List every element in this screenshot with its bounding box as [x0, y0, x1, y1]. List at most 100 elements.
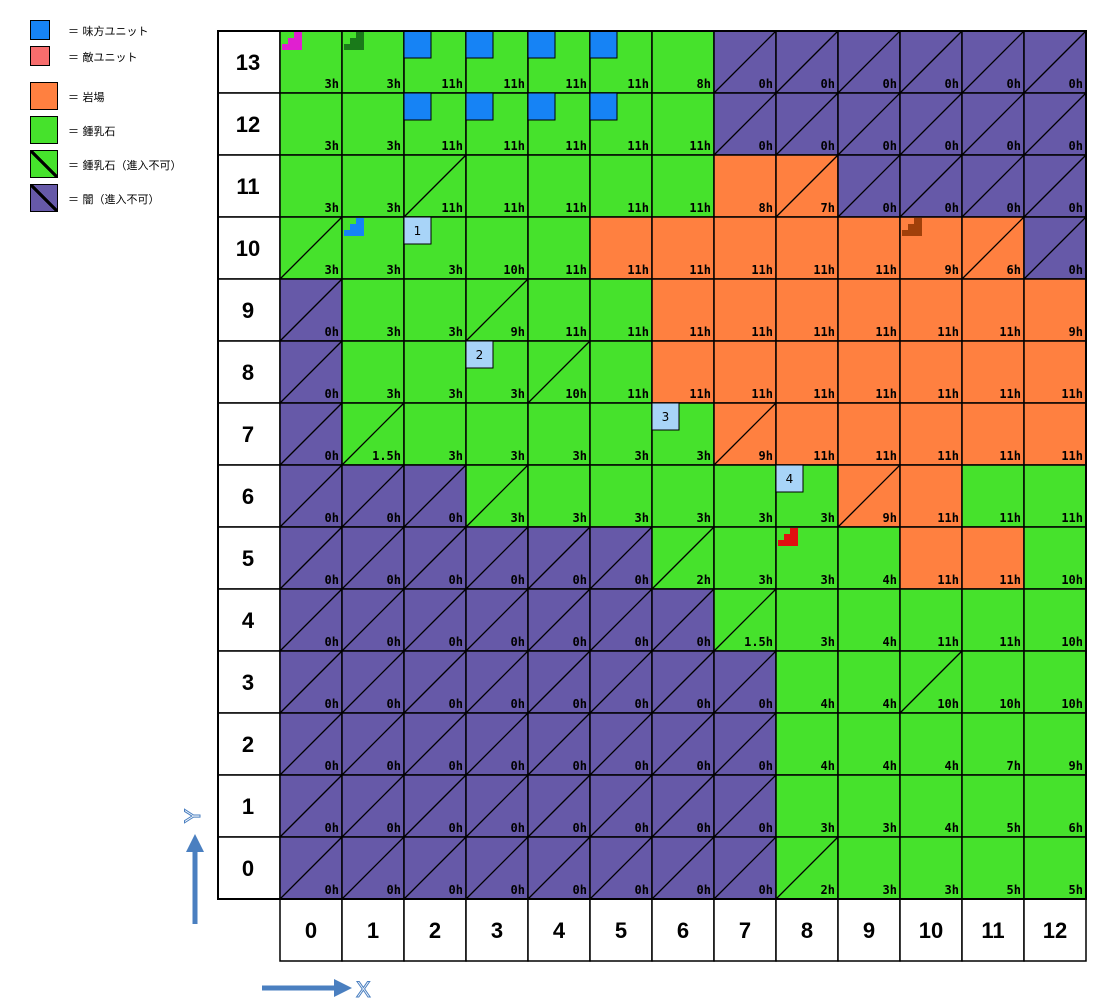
- map-tile[interactable]: 11h: [837, 402, 901, 466]
- map-tile[interactable]: 0h: [403, 650, 467, 714]
- map-tile[interactable]: 10h: [1023, 650, 1087, 714]
- map-tile[interactable]: 0h: [279, 340, 343, 404]
- map-tile[interactable]: 11h: [837, 216, 901, 280]
- unit-marker-icon[interactable]: [344, 218, 364, 236]
- map-tile[interactable]: 0h: [651, 774, 715, 838]
- map-tile[interactable]: 0h: [341, 588, 405, 652]
- map-tile[interactable]: 0h: [651, 836, 715, 900]
- map-tile[interactable]: 8h: [713, 154, 777, 218]
- map-tile[interactable]: 11h: [589, 216, 653, 280]
- map-tile[interactable]: 0h: [589, 650, 653, 714]
- map-tile[interactable]: 3h: [341, 278, 405, 342]
- map-tile[interactable]: 11h: [899, 278, 963, 342]
- map-tile[interactable]: 11h: [651, 92, 715, 156]
- map-tile[interactable]: 1.5h: [341, 402, 405, 466]
- map-tile[interactable]: 0h: [589, 526, 653, 590]
- map-tile[interactable]: 0h: [899, 30, 963, 94]
- map-tile[interactable]: 0h: [775, 92, 839, 156]
- map-tile[interactable]: 0h: [713, 650, 777, 714]
- map-tile[interactable]: 11h: [899, 340, 963, 404]
- map-tile[interactable]: 11h: [775, 216, 839, 280]
- map-tile[interactable]: 4h: [837, 588, 901, 652]
- map-tile[interactable]: 3h: [403, 340, 467, 404]
- unit-marker-icon[interactable]: [344, 32, 364, 50]
- map-tile[interactable]: 11h: [899, 464, 963, 528]
- map-tile[interactable]: 0h: [1023, 92, 1087, 156]
- map-tile[interactable]: 11h: [961, 588, 1025, 652]
- map-tile[interactable]: 3h: [279, 92, 343, 156]
- map-tile[interactable]: 0h: [589, 836, 653, 900]
- map-tile[interactable]: 3h: [403, 402, 467, 466]
- map-tile[interactable]: 0h: [1023, 216, 1087, 280]
- map-tile[interactable]: 0h: [279, 836, 343, 900]
- ally-unit[interactable]: [527, 30, 556, 59]
- map-tile[interactable]: 11h: [713, 216, 777, 280]
- map-tile[interactable]: 9h: [1023, 712, 1087, 776]
- map-tile[interactable]: 10h: [1023, 588, 1087, 652]
- map-tile[interactable]: 4h: [837, 650, 901, 714]
- map-tile[interactable]: 3h: [341, 154, 405, 218]
- map-tile[interactable]: 3h: [527, 464, 591, 528]
- map-tile[interactable]: 11h: [527, 154, 591, 218]
- map-tile[interactable]: 0h: [837, 154, 901, 218]
- map-tile[interactable]: 0h: [589, 774, 653, 838]
- map-tile[interactable]: 0h: [713, 30, 777, 94]
- map-tile[interactable]: 11h: [403, 154, 467, 218]
- map-tile[interactable]: 0h: [279, 464, 343, 528]
- map-tile[interactable]: 3h: [341, 92, 405, 156]
- map-tile[interactable]: 11h: [651, 340, 715, 404]
- map-tile[interactable]: 6h: [1023, 774, 1087, 838]
- map-tile[interactable]: 0h: [403, 712, 467, 776]
- map-tile[interactable]: 4h: [837, 712, 901, 776]
- map-tile[interactable]: 0h: [1023, 154, 1087, 218]
- map-tile[interactable]: 11h: [1023, 340, 1087, 404]
- ally-unit[interactable]: [403, 30, 432, 59]
- ally-unit[interactable]: [589, 30, 618, 59]
- map-tile[interactable]: 3h: [279, 216, 343, 280]
- waypoint-marker[interactable]: 4: [775, 464, 804, 493]
- map-tile[interactable]: 0h: [279, 278, 343, 342]
- map-tile[interactable]: 0h: [651, 712, 715, 776]
- map-tile[interactable]: 0h: [465, 526, 529, 590]
- map-tile[interactable]: 10h: [527, 340, 591, 404]
- map-tile[interactable]: 0h: [465, 836, 529, 900]
- map-tile[interactable]: 9h: [713, 402, 777, 466]
- map-tile[interactable]: 0h: [279, 774, 343, 838]
- map-tile[interactable]: 11h: [961, 402, 1025, 466]
- map-tile[interactable]: 11h: [589, 340, 653, 404]
- waypoint-marker[interactable]: 1: [403, 216, 432, 245]
- map-tile[interactable]: 4h: [899, 712, 963, 776]
- map-tile[interactable]: 3h: [465, 464, 529, 528]
- map-tile[interactable]: 9h: [1023, 278, 1087, 342]
- map-tile[interactable]: 8h: [651, 30, 715, 94]
- map-tile[interactable]: 4h: [899, 774, 963, 838]
- map-tile[interactable]: 0h: [403, 464, 467, 528]
- map-tile[interactable]: 0h: [465, 774, 529, 838]
- map-tile[interactable]: 0h: [961, 30, 1025, 94]
- map-tile[interactable]: 11h: [775, 278, 839, 342]
- map-tile[interactable]: 0h: [403, 836, 467, 900]
- ally-unit[interactable]: [527, 92, 556, 121]
- map-tile[interactable]: 11h: [713, 278, 777, 342]
- map-tile[interactable]: 2h: [651, 526, 715, 590]
- map-tile[interactable]: 0h: [279, 650, 343, 714]
- map-tile[interactable]: 10h: [465, 216, 529, 280]
- map-tile[interactable]: 0h: [713, 774, 777, 838]
- map-tile[interactable]: 0h: [589, 712, 653, 776]
- map-tile[interactable]: 0h: [899, 154, 963, 218]
- map-tile[interactable]: 0h: [713, 712, 777, 776]
- map-tile[interactable]: 11h: [961, 526, 1025, 590]
- unit-marker-icon[interactable]: [282, 32, 302, 50]
- map-tile[interactable]: 11h: [1023, 464, 1087, 528]
- map-tile[interactable]: 3h: [279, 154, 343, 218]
- unit-marker-icon[interactable]: [902, 218, 922, 236]
- map-tile[interactable]: 9h: [465, 278, 529, 342]
- map-tile[interactable]: 0h: [713, 92, 777, 156]
- ally-unit[interactable]: [465, 30, 494, 59]
- map-tile[interactable]: 0h: [279, 588, 343, 652]
- map-tile[interactable]: 11h: [837, 340, 901, 404]
- map-tile[interactable]: 11h: [837, 278, 901, 342]
- map-tile[interactable]: 11h: [651, 278, 715, 342]
- map-tile[interactable]: 9h: [837, 464, 901, 528]
- map-tile[interactable]: 0h: [341, 526, 405, 590]
